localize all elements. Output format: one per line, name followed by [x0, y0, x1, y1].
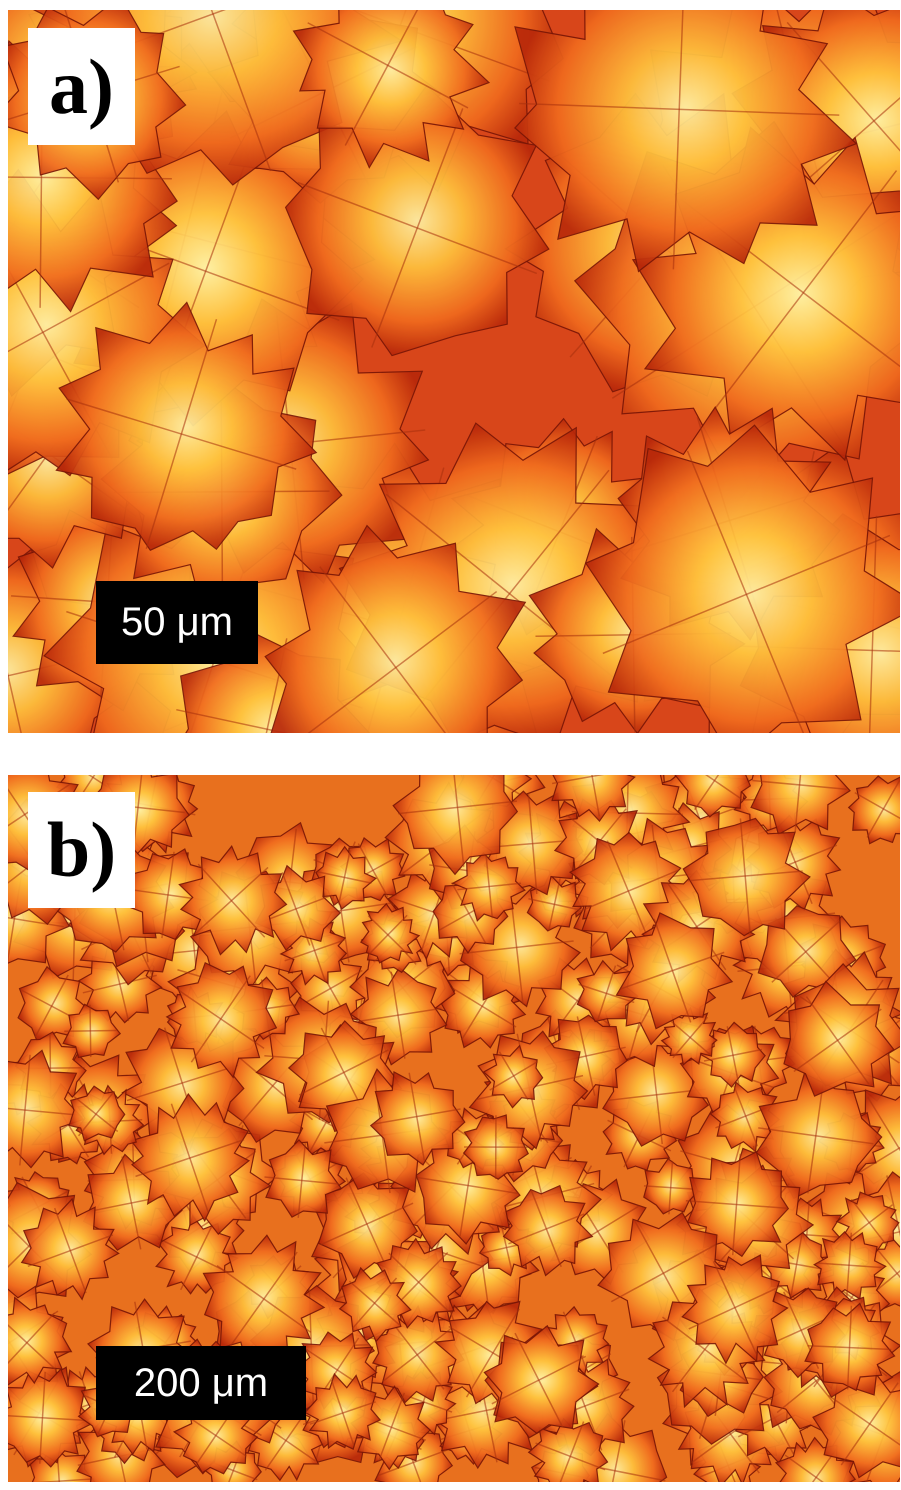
scale-bar: 50 μm	[96, 581, 258, 664]
micrograph-a: a) 50 μm	[8, 10, 900, 733]
micrograph-b: b) 200 μm	[8, 775, 900, 1482]
panel-label: a)	[28, 28, 135, 145]
extinction-cross	[90, 1005, 91, 1057]
scale-bar: 200 μm	[96, 1346, 306, 1420]
page: a) 50 μm b) 200 μm (() => { const data =…	[0, 0, 901, 1490]
panel-label: b)	[28, 792, 135, 908]
